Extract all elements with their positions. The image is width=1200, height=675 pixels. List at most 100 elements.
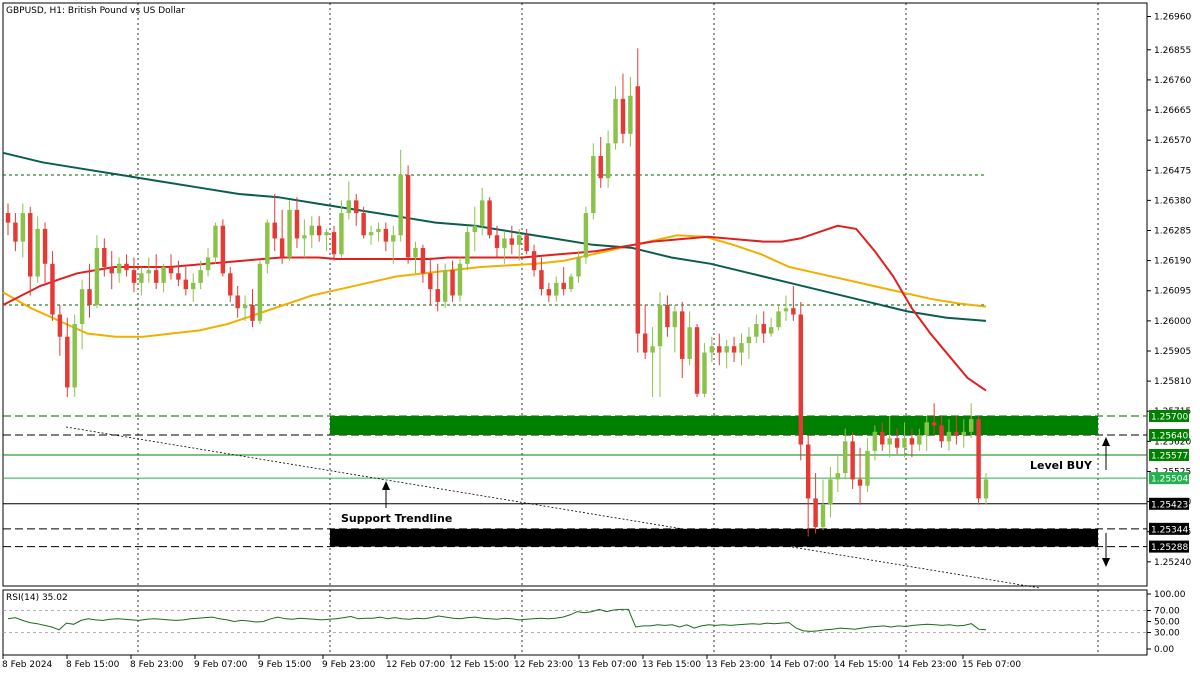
candle-body — [250, 305, 255, 321]
candle-body — [531, 251, 537, 271]
x-tick-label: 8 Feb 23:00 — [130, 660, 184, 670]
candle-body — [102, 247, 107, 267]
candle-body — [450, 270, 455, 296]
candle — [857, 447, 863, 505]
candle — [828, 466, 833, 518]
rsi-label: RSI(14) 35.02 — [6, 593, 68, 603]
chart-title: GBPUSD, H1: British Pound vs US Dollar — [6, 6, 185, 16]
y-tick-label: 1.26095 — [1154, 287, 1191, 297]
x-tick-label: 9 Feb 23:00 — [322, 660, 376, 670]
candle-body — [176, 273, 181, 280]
candle — [931, 403, 937, 435]
candle — [146, 257, 151, 283]
candle — [50, 251, 55, 321]
candle-body — [472, 225, 477, 233]
tp-sell-zone — [330, 528, 1098, 547]
candle-body — [746, 336, 752, 344]
y-tick-label: 1.26665 — [1154, 106, 1191, 116]
candle — [457, 257, 463, 302]
candle-body — [672, 311, 678, 328]
candle — [479, 187, 485, 236]
candle-body — [205, 257, 211, 271]
candle — [924, 415, 929, 451]
candle — [213, 222, 218, 264]
candle — [109, 251, 114, 290]
candle-body — [961, 431, 966, 435]
y-tick-label: 1.25810 — [1154, 377, 1191, 387]
candle-body — [324, 232, 329, 236]
candle — [702, 343, 707, 397]
candle — [191, 273, 196, 302]
candle — [880, 422, 885, 451]
candle-body — [591, 156, 596, 214]
x-tick-label: 9 Feb 07:00 — [194, 660, 248, 670]
candle — [87, 263, 92, 318]
candle — [20, 203, 26, 258]
candle-body — [316, 225, 322, 236]
candle-body — [257, 263, 263, 321]
price-label: 1.25640 — [1149, 429, 1189, 442]
candle — [731, 336, 737, 363]
candle — [309, 216, 314, 248]
candle — [257, 260, 263, 325]
y-tick-label: 1.25905 — [1154, 347, 1191, 357]
candle — [576, 251, 581, 283]
candle — [450, 260, 455, 302]
main-plot-border — [2, 2, 1148, 587]
price-label: 1.25700 — [1149, 409, 1189, 422]
candle — [228, 266, 233, 302]
candle — [798, 301, 803, 461]
candle-body — [279, 238, 285, 258]
y-tick-label: 1.26285 — [1154, 227, 1191, 237]
candle — [524, 228, 529, 255]
candle-body — [561, 282, 566, 290]
candle-body — [124, 263, 129, 271]
candle-body — [428, 273, 433, 290]
candle-body — [42, 228, 48, 264]
candle-body — [709, 346, 715, 353]
candle-body — [242, 305, 248, 309]
candle-body — [161, 266, 166, 283]
candle-body — [339, 213, 344, 255]
candle — [902, 422, 907, 458]
candle — [265, 219, 270, 274]
candle — [613, 86, 618, 150]
candle — [153, 254, 159, 290]
candle-body — [717, 346, 722, 353]
candle-body — [939, 425, 944, 442]
candle — [642, 305, 648, 359]
candle — [672, 305, 678, 353]
candle — [939, 415, 944, 448]
candle-body — [213, 225, 218, 258]
candle-body — [731, 346, 737, 353]
candle-body — [605, 143, 611, 179]
candle — [717, 333, 722, 366]
candle — [835, 454, 841, 493]
price-label-box — [1149, 429, 1189, 441]
price-label: 1.25504 — [1149, 472, 1189, 485]
candle-body — [487, 200, 492, 236]
arrow-up-buy-head — [1102, 437, 1110, 446]
x-tick-label: 8 Feb 15:00 — [66, 660, 120, 670]
price-label-box — [1149, 472, 1189, 485]
candle-body — [116, 263, 122, 274]
candle — [294, 197, 300, 248]
candle-body — [5, 213, 11, 223]
candle-body — [894, 438, 900, 448]
candle — [339, 200, 344, 258]
price-label: 1.25423 — [1149, 497, 1189, 510]
candle — [872, 425, 878, 461]
candle-body — [420, 247, 426, 274]
candle — [405, 165, 411, 264]
candle — [368, 225, 374, 245]
price-axis: 1.26960 1.26855 1.26760 1.26665 1.26570 1.264… — [1147, 13, 1191, 568]
x-tick-label: 9 Feb 15:00 — [258, 660, 312, 670]
candle-body — [139, 273, 144, 283]
candle-body — [739, 343, 744, 353]
candle-body — [509, 238, 515, 245]
candle — [709, 336, 715, 363]
candle-body — [665, 305, 670, 328]
